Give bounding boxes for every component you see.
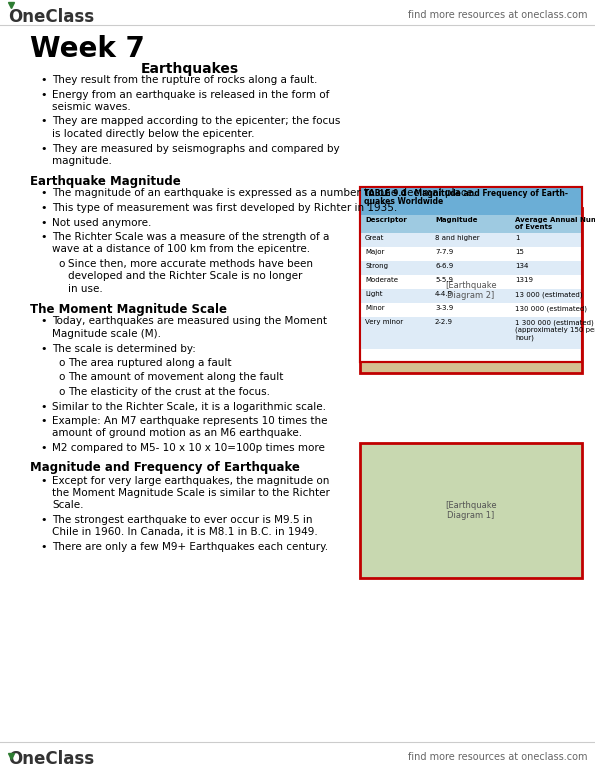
Text: 15: 15 xyxy=(515,249,524,255)
Text: They result from the rupture of rocks along a fault.: They result from the rupture of rocks al… xyxy=(52,75,317,85)
Bar xyxy=(360,443,582,578)
Text: Similar to the Richter Scale, it is a logarithmic scale.: Similar to the Richter Scale, it is a lo… xyxy=(52,401,326,411)
Text: •: • xyxy=(40,542,46,552)
Text: OneClass: OneClass xyxy=(8,750,94,768)
Text: Moderate: Moderate xyxy=(365,277,398,283)
Text: Except for very large earthquakes, the magnitude on
the Moment Magnitude Scale i: Except for very large earthquakes, the m… xyxy=(52,476,330,511)
Text: •: • xyxy=(40,143,46,153)
Text: [Earthquake
Diagram 2]: [Earthquake Diagram 2] xyxy=(445,281,497,300)
Text: Magnitude: Magnitude xyxy=(435,217,478,223)
Text: 7-7.9: 7-7.9 xyxy=(435,249,453,255)
Text: The amount of movement along the fault: The amount of movement along the fault xyxy=(68,373,283,383)
Text: o: o xyxy=(58,259,64,269)
Text: 1: 1 xyxy=(515,235,519,241)
Text: Major: Major xyxy=(365,249,384,255)
Text: 3-3.9: 3-3.9 xyxy=(435,305,453,311)
Text: •: • xyxy=(40,476,46,486)
Bar xyxy=(360,233,582,247)
Text: 8 and higher: 8 and higher xyxy=(435,235,480,241)
Bar xyxy=(360,208,582,373)
Text: 6-6.9: 6-6.9 xyxy=(435,263,453,269)
Bar xyxy=(360,187,582,362)
Text: •: • xyxy=(40,515,46,525)
Text: •: • xyxy=(40,75,46,85)
Text: •: • xyxy=(40,416,46,426)
Text: •: • xyxy=(40,217,46,227)
Text: Very minor: Very minor xyxy=(365,319,403,325)
Text: Descriptor: Descriptor xyxy=(365,217,407,223)
Text: M2 compared to M5- 10 x 10 x 10=100p times more: M2 compared to M5- 10 x 10 x 10=100p tim… xyxy=(52,443,325,453)
Text: •: • xyxy=(40,316,46,326)
Text: Strong: Strong xyxy=(365,263,388,269)
Text: o: o xyxy=(58,387,64,397)
Text: TABLE 9.4   Magnitude and Frequency of Earth-: TABLE 9.4 Magnitude and Frequency of Ear… xyxy=(364,189,568,198)
Text: The Moment Magnitude Scale: The Moment Magnitude Scale xyxy=(30,303,227,316)
Text: There are only a few M9+ Earthquakes each century.: There are only a few M9+ Earthquakes eac… xyxy=(52,542,328,552)
Text: [Earthquake
Diagram 1]: [Earthquake Diagram 1] xyxy=(445,500,497,521)
Bar xyxy=(360,247,582,261)
Text: The area ruptured along a fault: The area ruptured along a fault xyxy=(68,358,231,368)
Text: The scale is determined by:: The scale is determined by: xyxy=(52,343,196,353)
Bar xyxy=(360,317,582,349)
Text: find more resources at oneclass.com: find more resources at oneclass.com xyxy=(408,10,587,20)
Text: The magnitude of an earthquake is expressed as a number to one decimal place.: The magnitude of an earthquake is expres… xyxy=(52,189,477,199)
Text: Earthquakes: Earthquakes xyxy=(141,62,239,76)
Text: Today, earthquakes are measured using the Moment
Magnitude scale (M).: Today, earthquakes are measured using th… xyxy=(52,316,327,339)
Text: 134: 134 xyxy=(515,263,528,269)
Text: o: o xyxy=(58,373,64,383)
Text: find more resources at oneclass.com: find more resources at oneclass.com xyxy=(408,752,587,762)
Text: 13 000 (estimated): 13 000 (estimated) xyxy=(515,291,583,297)
Text: •: • xyxy=(40,189,46,199)
Text: •: • xyxy=(40,203,46,213)
Text: Magnitude and Frequency of Earthquake: Magnitude and Frequency of Earthquake xyxy=(30,461,300,474)
Bar xyxy=(360,261,582,275)
Text: 1 300 000 (estimated)
(approximately 150 per
hour): 1 300 000 (estimated) (approximately 150… xyxy=(515,319,595,341)
Text: •: • xyxy=(40,443,46,453)
Text: Average Annual Number
of Events: Average Annual Number of Events xyxy=(515,217,595,230)
Text: •: • xyxy=(40,116,46,126)
Bar xyxy=(360,289,582,303)
Text: •: • xyxy=(40,89,46,99)
Text: Great: Great xyxy=(365,235,384,241)
Text: •: • xyxy=(40,232,46,242)
Text: Week 7: Week 7 xyxy=(30,35,145,63)
Text: Minor: Minor xyxy=(365,305,384,311)
Text: The strongest earthquake to ever occur is M9.5 in
Chile in 1960. In Canada, it i: The strongest earthquake to ever occur i… xyxy=(52,515,318,537)
Text: 1319: 1319 xyxy=(515,277,533,283)
Text: Not used anymore.: Not used anymore. xyxy=(52,217,151,227)
Text: The elasticity of the crust at the focus.: The elasticity of the crust at the focus… xyxy=(68,387,270,397)
Text: Example: An M7 earthquake represents 10 times the
amount of ground motion as an : Example: An M7 earthquake represents 10 … xyxy=(52,416,327,438)
Text: OneClass: OneClass xyxy=(8,8,94,26)
Text: 130 000 (estimated): 130 000 (estimated) xyxy=(515,305,587,312)
Bar xyxy=(360,187,582,215)
Text: quakes Worldwide: quakes Worldwide xyxy=(364,197,443,206)
Bar xyxy=(360,303,582,317)
Bar xyxy=(360,187,582,362)
Text: This type of measurement was first developed by Richter in 1935.: This type of measurement was first devel… xyxy=(52,203,397,213)
Text: 5-5.9: 5-5.9 xyxy=(435,277,453,283)
Text: 2-2.9: 2-2.9 xyxy=(435,319,453,325)
Text: They are measured by seismographs and compared by
magnitude.: They are measured by seismographs and co… xyxy=(52,143,340,166)
Text: Light: Light xyxy=(365,291,383,297)
Bar xyxy=(360,275,582,289)
Text: •: • xyxy=(40,343,46,353)
Text: They are mapped according to the epicenter; the focus
is located directly below : They are mapped according to the epicent… xyxy=(52,116,340,139)
Text: 4-4.9: 4-4.9 xyxy=(435,291,453,297)
Text: Energy from an earthquake is released in the form of
seismic waves.: Energy from an earthquake is released in… xyxy=(52,89,330,112)
Text: Since then, more accurate methods have been
developed and the Richter Scale is n: Since then, more accurate methods have b… xyxy=(68,259,313,294)
Text: The Richter Scale was a measure of the strength of a
wave at a distance of 100 k: The Richter Scale was a measure of the s… xyxy=(52,232,330,254)
Text: Earthquake Magnitude: Earthquake Magnitude xyxy=(30,175,181,188)
Text: o: o xyxy=(58,358,64,368)
Text: •: • xyxy=(40,401,46,411)
Bar xyxy=(360,215,582,233)
